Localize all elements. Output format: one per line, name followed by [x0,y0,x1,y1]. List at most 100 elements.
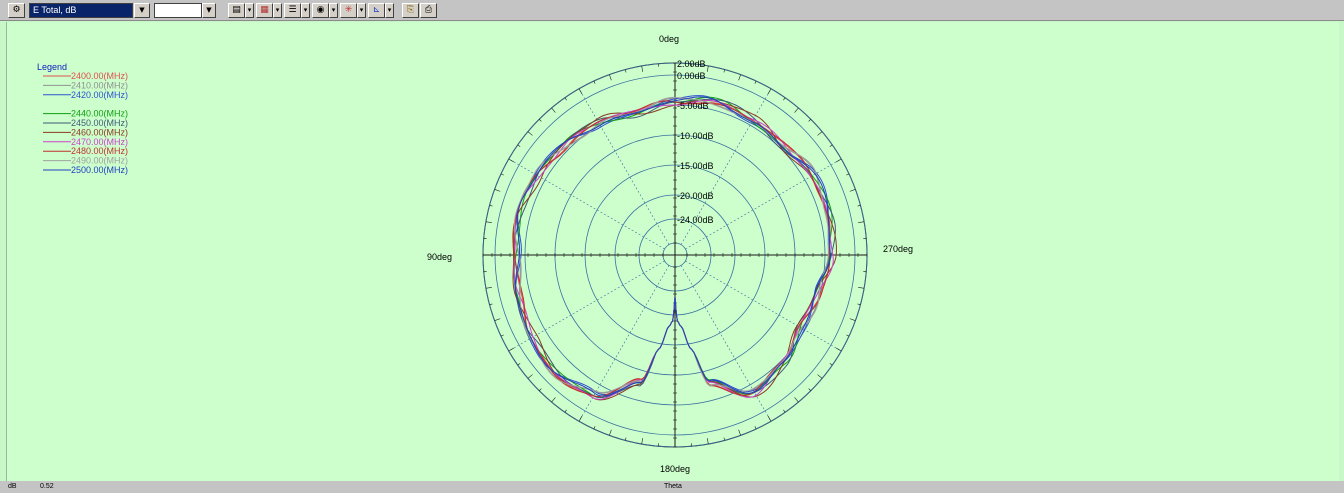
angle-tick [551,107,556,113]
series-line [514,96,831,397]
angle-tick [578,415,583,422]
angle-label-top: 0deg [659,34,679,44]
angle-tick [829,144,833,147]
angle-tick [835,158,842,163]
angle-tick [539,119,542,122]
ring-label: 0.00dB [677,71,706,81]
grid-dropdown-arrow[interactable]: ▾ [273,3,282,18]
legend: Legend 2400.00(MHz)2410.00(MHz)2420.00(MH… [37,62,128,175]
status-value: 0.52 [40,483,54,490]
list-icon[interactable]: ☰ [284,3,301,18]
pattern-dropdown-arrow[interactable]: ▾ [357,3,366,18]
axis-dropdown-arrow[interactable]: ▾ [385,3,394,18]
quantity-select[interactable]: E Total, dB [29,3,133,18]
grid-icon[interactable]: ▦ [256,3,273,18]
angle-tick [707,438,709,445]
angle-tick [835,347,842,352]
grid-spoke [578,265,670,422]
angle-tick [551,397,556,403]
angle-tick [593,426,596,430]
angle-tick [707,65,709,72]
angle-tick [794,397,799,403]
angle-tick [846,173,850,176]
angle-tick [609,429,612,436]
pattern-icon[interactable]: ✳ [340,3,357,18]
angle-tick [754,80,757,84]
grid-spoke [685,158,842,250]
angle-label-left: 90deg [427,252,452,262]
ring-label: -20.00dB [677,191,714,201]
angle-label-bottom: 180deg [660,464,690,474]
legend-label: 2480.00(MHz) [71,146,128,156]
legend-title: Legend [37,62,67,72]
angle-tick [857,205,861,207]
toolbar: ⚙ E Total, dB ▼ ▼ ▤ ▾ ▦ ▾ ☰ ▾ ◉ ▾ ✳ ▾ ⊾ … [0,0,1344,21]
grid-spoke [680,88,772,245]
polar-dropdown-arrow[interactable]: ▾ [329,3,338,18]
status-bar: dB 0.52 Theta [0,481,1344,493]
legend-label: 2410.00(MHz) [71,80,128,90]
grid-spoke [680,265,772,422]
angle-tick [489,205,493,207]
angle-tick [808,388,811,391]
angle-tick [517,363,521,366]
angle-label-right: 270deg [883,244,913,254]
secondary-dropdown-arrow[interactable]: ▼ [202,3,216,18]
angle-tick [625,437,627,441]
ring-labels: 2.00dB 0.00dB -5.00dB -10.00dB -15.00dB -20.0… [677,59,714,225]
angle-tick [767,88,772,95]
status-unit: dB [8,483,17,490]
series-group [512,95,837,401]
angle-tick [817,131,823,136]
legend-label: 2400.00(MHz) [71,71,128,81]
angle-tick [858,287,865,289]
angle-tick [849,318,856,321]
angle-tick [829,363,833,366]
angle-tick [808,119,811,122]
ring-label: -5.00dB [677,101,709,111]
angle-tick [593,80,596,84]
angle-tick [846,334,850,337]
angle-tick [494,318,501,321]
angle-tick [858,221,865,223]
ring-label: -15.00dB [677,161,714,171]
angle-tick [527,131,533,136]
angle-tick [485,221,492,223]
axis-icon[interactable]: ⊾ [368,3,385,18]
angle-tick [539,388,542,391]
angle-tick [723,69,725,73]
grid-spoke [508,158,665,250]
angle-tick [794,107,799,113]
secondary-select[interactable] [154,3,202,18]
angle-tick [517,144,521,147]
grid-spoke [685,260,842,352]
legend-label: 2440.00(MHz) [71,109,128,119]
angle-tick [723,437,725,441]
ring-label: -24.00dB [677,215,714,225]
angle-tick [849,189,856,192]
angle-tick [857,303,861,305]
legend-label: 2420.00(MHz) [71,90,128,100]
angle-tick [641,65,643,72]
angle-tick [578,88,583,95]
copy-icon[interactable]: ⎘ [402,3,419,18]
grid-spoke [508,260,665,352]
polar-grid [482,62,868,448]
marker-icon[interactable]: ▤ [228,3,245,18]
angle-tick [641,438,643,445]
legend-label: 2470.00(MHz) [71,137,128,147]
marker-dropdown-arrow[interactable]: ▾ [245,3,254,18]
legend-label: 2450.00(MHz) [71,118,128,128]
angle-tick [485,287,492,289]
print-icon[interactable]: ⎙ [420,3,437,18]
legend-label: 2500.00(MHz) [71,165,128,175]
angle-tick [738,429,741,436]
settings-icon[interactable]: ⚙ [8,3,25,18]
polar-icon[interactable]: ◉ [312,3,329,18]
plot-area: Legend 2400.00(MHz) 2410.00(MHz) 2420.00(MH… [6,22,1339,481]
angle-tick [494,189,501,192]
quantity-dropdown-arrow[interactable]: ▼ [134,3,150,18]
angle-tick [508,158,515,163]
list-dropdown-arrow[interactable]: ▾ [301,3,310,18]
angle-tick [625,69,627,73]
